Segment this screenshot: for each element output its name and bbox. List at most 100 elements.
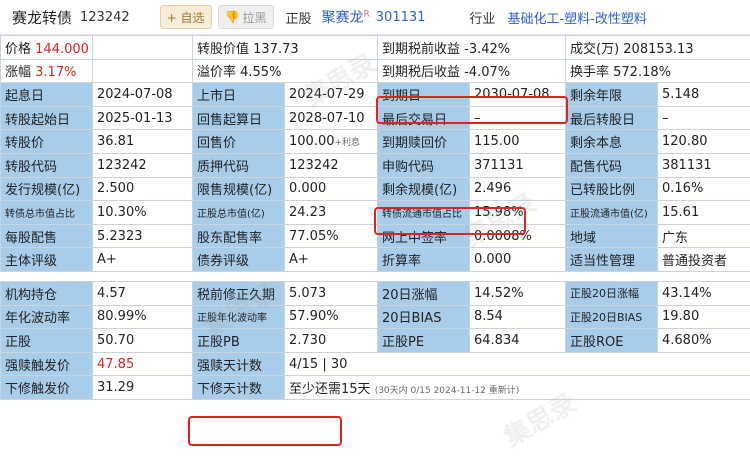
value-cell: 19.80 (657, 304, 750, 330)
value-cell: 0.0008% (469, 223, 566, 249)
value-cell: 2024-07-29 (284, 82, 378, 107)
table-row: 强赎触发价 47.85 强赎天计数 4/15 | 30 (0, 351, 750, 377)
value-cell: – (656, 105, 750, 131)
value-cell: 2.730 (284, 328, 378, 353)
value-cell: 5.2323 (92, 223, 193, 249)
bond-code: 123242 (80, 9, 130, 25)
value-cell: 64.834 (469, 328, 566, 353)
value-cell: 50.70 (92, 328, 193, 353)
value-cell: 36.81 (92, 129, 193, 154)
value-cell: 120.80 (656, 129, 750, 154)
change-cell: 涨幅 3.17% (0, 58, 93, 84)
value-cell: 广东 (656, 223, 750, 249)
label-cell: 剩余年限 (565, 82, 658, 107)
table-row: 主体评级 A+ 债券评级 A+ 折算率 0.000 适当性管理 普通投资者 (0, 247, 750, 272)
stock-label: 正股 (285, 11, 312, 27)
value-cell: 4.57 (92, 280, 193, 306)
reset-note: (30天内 0/15 2024-11-12 重新计) (374, 386, 520, 397)
label-cell: 最后交易日 (377, 105, 470, 131)
industry-label: 行业 (469, 11, 496, 27)
label-cell: 20日BIAS (377, 304, 470, 330)
blacklist-button[interactable]: 👎 拉黑 (217, 5, 274, 29)
label-cell: 折算率 (377, 247, 470, 272)
label-cell: 正股流通市值(亿) (565, 200, 658, 225)
value-cell: 43.14% (657, 280, 750, 306)
label-cell: 到期赎回价 (377, 129, 470, 154)
table-row: 转股价 36.81 回售价 100.00+利息 到期赎回价 115.00 剩余本息 12… (0, 129, 750, 154)
value-cell: 2.500 (92, 176, 193, 202)
value-cell: 371131 (469, 152, 566, 178)
stock-name-link[interactable]: 聚赛龙R (321, 9, 370, 26)
interest-note: +利息 (334, 138, 361, 149)
value-cell: 47.85 (92, 351, 193, 377)
value-cell: 10.30% (92, 200, 193, 225)
label-cell: 股东配售率 (192, 223, 285, 249)
value-cell: 123242 (284, 152, 378, 178)
value-cell: – (469, 105, 566, 131)
table-row: 下修触发价 31.29 下修天计数 至少还需15天 (30天内 0/15 2024… (0, 375, 750, 400)
bond-detail-table: 价格 144.000 转股价值 137.73 到期税前收益 -3.42% 成交(… (0, 35, 750, 272)
label-cell: 申购代码 (377, 152, 470, 178)
value-cell: 0.16% (656, 176, 750, 202)
bond-indicator-table: 机构持仓 4.57 税前修正久期 5.073 20日涨幅 14.52% 正股20日涨幅… (0, 280, 750, 400)
aftertax-yield: 到期税后收益 -4.07% (377, 58, 566, 84)
value-cell: 15.61 (656, 200, 750, 225)
label-cell: 回售价 (192, 129, 285, 154)
label-cell: 配售代码 (565, 152, 658, 178)
label-cell: 正股总市值(亿) (192, 200, 285, 225)
label-cell: 下修天计数 (192, 375, 285, 400)
label-cell: 网上中签率 (377, 223, 470, 249)
label-cell: 强赎天计数 (192, 351, 285, 377)
value-cell: 77.05% (284, 223, 378, 249)
label-cell: 正股20日涨幅 (565, 280, 658, 306)
label-cell: 税前修正久期 (192, 280, 285, 306)
value-cell: 2030-07-08 (469, 82, 566, 107)
value-cell: 381131 (656, 152, 750, 178)
table-row: 起息日 2024-07-08 上市日 2024-07-29 到期日 2030-07-0… (0, 82, 750, 107)
value-cell: 8.54 (469, 304, 566, 330)
value-cell: 5.148 (656, 82, 750, 107)
pretax-yield: 到期税前收益 -3.42% (377, 35, 566, 60)
table-row: 价格 144.000 转股价值 137.73 到期税前收益 -3.42% 成交(… (0, 35, 750, 60)
table-row: 年化波动率 80.99% 正股年化波动率 57.90% 20日BIAS 8.54 正股… (0, 304, 750, 330)
price-cell: 价格 144.000 (0, 35, 93, 60)
value-cell: 普通投资者 (656, 247, 750, 272)
label-cell: 正股20日BIAS (565, 304, 658, 330)
value-cell: 至少还需15天 (30天内 0/15 2024-11-12 重新计) (284, 375, 750, 400)
label-cell: 主体评级 (0, 247, 93, 272)
industry-link[interactable]: 基础化工-塑料-改性塑料 (507, 11, 647, 27)
bond-title: 赛龙转债 (12, 8, 73, 27)
label-cell: 地域 (565, 223, 658, 249)
label-cell: 起息日 (0, 82, 93, 107)
stock-code-link[interactable]: 301131 (375, 9, 426, 25)
label-cell: 回售起算日 (192, 105, 285, 131)
value-cell: 0.000 (284, 176, 378, 202)
table-row: 机构持仓 4.57 税前修正久期 5.073 20日涨幅 14.52% 正股20日涨幅… (0, 280, 750, 306)
value-cell: A+ (284, 247, 378, 272)
label-cell: 剩余本息 (565, 129, 658, 154)
label-cell: 转股起始日 (0, 105, 93, 131)
label-cell: 已转股比例 (565, 176, 658, 202)
value-cell: 80.99% (92, 304, 193, 330)
label-cell: 正股PE (377, 328, 470, 353)
table-row: 转债总市值占比 10.30% 正股总市值(亿) 24.23 转债流通市值占比 15.9… (0, 200, 750, 225)
change-cell-blank (92, 58, 193, 84)
label-cell: 正股 (0, 328, 93, 353)
value-cell: 4/15 | 30 (284, 351, 750, 377)
label-cell: 每股配售 (0, 223, 93, 249)
table-row: 转股起始日 2025-01-13 回售起算日 2028-07-10 最后交易日 – 最… (0, 105, 750, 131)
value-cell: 2028-07-10 (284, 105, 378, 131)
table-row: 转股代码 123242 质押代码 123242 申购代码 371131 配售代码 381… (0, 152, 750, 178)
table-row: 涨幅 3.17% 溢价率 4.55% 到期税后收益 -4.07% 换手率 572… (0, 58, 750, 84)
value-cell: 14.52% (469, 280, 566, 306)
value-cell: 0.000 (469, 247, 566, 272)
label-cell: 转股价 (0, 129, 93, 154)
thumbs-down-icon: 👎 (224, 10, 240, 24)
label-cell: 限售规模(亿) (192, 176, 285, 202)
add-watchlist-button[interactable]: + 自选 (159, 5, 212, 29)
label-cell: 转债流通市值占比 (377, 200, 470, 225)
value-cell: 100.00+利息 (284, 129, 378, 154)
turnover-rate: 换手率 572.18% (564, 58, 750, 84)
conversion-value: 转股价值 137.73 (192, 35, 378, 60)
label-cell: 年化波动率 (0, 304, 93, 330)
